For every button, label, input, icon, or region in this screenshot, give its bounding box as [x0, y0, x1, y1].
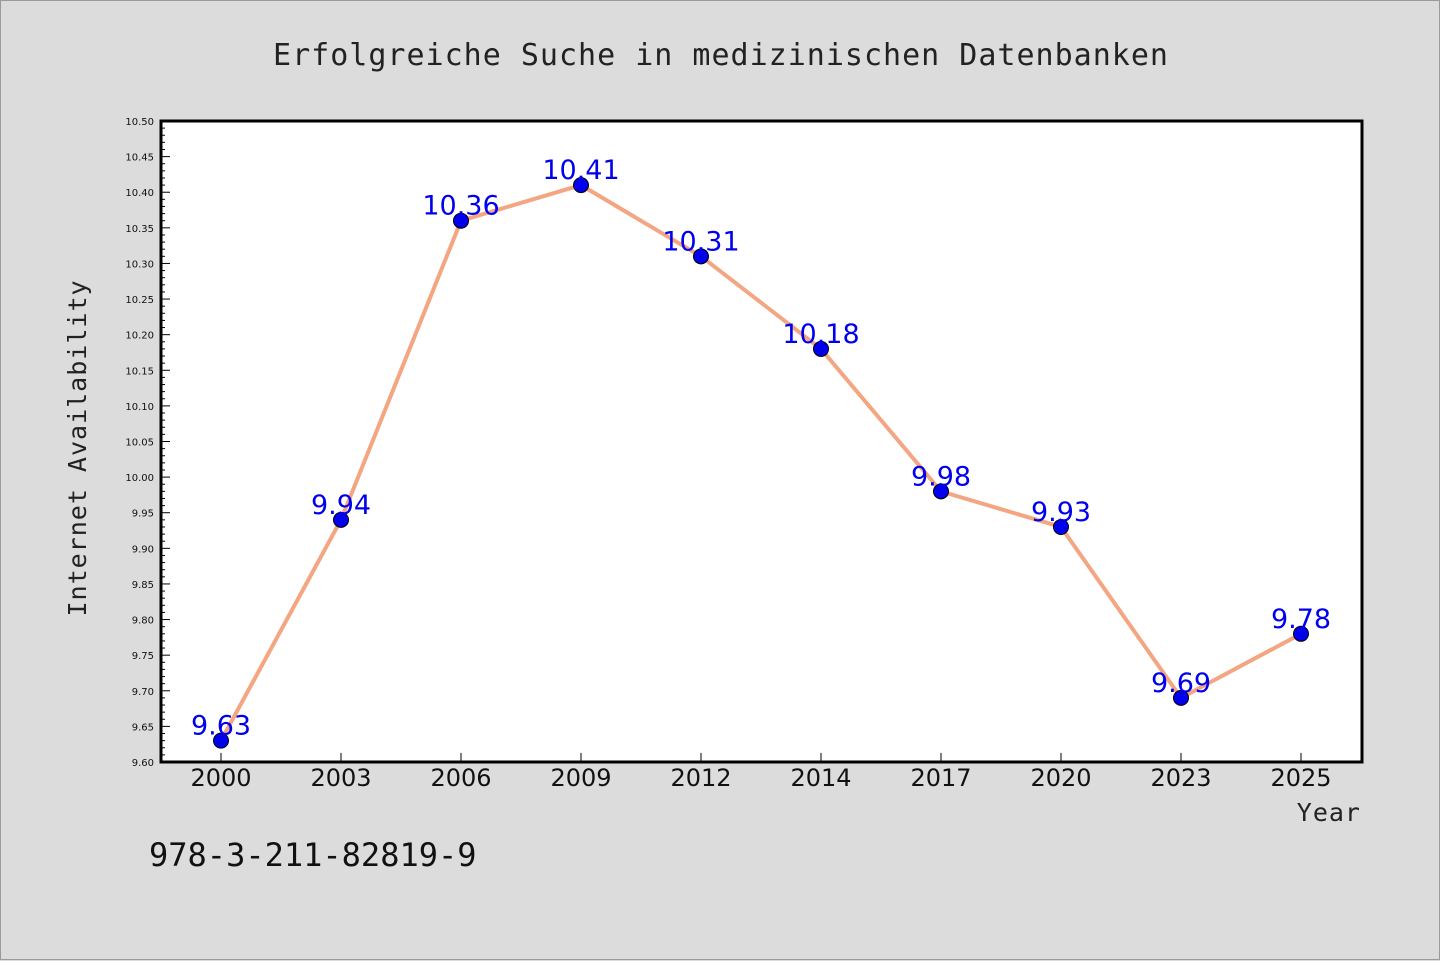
y-tick-label: 10.30	[125, 259, 154, 270]
data-label: 9.69	[1151, 668, 1211, 699]
data-label: 9.93	[1031, 497, 1091, 528]
data-label: 10.36	[422, 191, 499, 222]
data-point	[573, 177, 589, 194]
y-tick-label: 10.05	[125, 438, 154, 449]
y-tick-label: 10.10	[125, 402, 154, 413]
x-tick-label: 2025	[1270, 764, 1331, 792]
data-point	[333, 511, 349, 528]
y-axis: 9.60 9.65 9.70 9.75 9.80 9.85 9.90 9.95 10.00 10.…	[125, 117, 170, 769]
data-label: 10.31	[662, 226, 739, 257]
data-label: 9.78	[1271, 604, 1331, 635]
x-tick-label: 2020	[1030, 764, 1091, 792]
x-tick-label: 2000	[190, 764, 251, 792]
data-point	[453, 212, 469, 229]
data-point	[693, 248, 709, 265]
data-point	[1293, 625, 1309, 642]
data-label: 10.41	[542, 155, 619, 186]
x-tick-label: 2012	[670, 764, 731, 792]
y-tick-label: 9.65	[132, 722, 154, 733]
y-axis-label: Internet Availability	[63, 279, 92, 616]
x-tick-label: 2023	[1150, 764, 1211, 792]
isbn-annotation: 978-3-211-82819-9	[149, 836, 477, 874]
data-label: 9.94	[311, 490, 371, 521]
series-group: 9.63 9.94 10.36 10.41 10.31 10.18 9.98 9.93 9.69…	[191, 155, 1331, 749]
y-tick-label: 10.20	[125, 331, 154, 342]
y-tick-label: 9.90	[132, 544, 154, 555]
y-tick-label: 10.00	[125, 473, 154, 484]
x-tick-label: 2014	[790, 764, 851, 792]
y-tick-label: 9.80	[132, 616, 154, 627]
y-tick-label: 9.60	[132, 758, 154, 769]
data-label: 9.63	[191, 711, 251, 742]
x-tick-label: 2006	[430, 764, 491, 792]
data-point	[813, 340, 829, 357]
y-tick-label: 9.70	[132, 687, 154, 698]
x-tick-label: 2009	[550, 764, 611, 792]
data-label: 9.98	[911, 461, 971, 492]
x-axis-label: Year	[1297, 798, 1361, 827]
data-point	[933, 483, 949, 500]
y-tick-label: 10.25	[125, 295, 154, 306]
data-label: 10.18	[782, 319, 859, 350]
y-tick-label: 10.35	[125, 224, 154, 235]
data-point	[1053, 518, 1069, 535]
x-tick-label: 2017	[910, 764, 971, 792]
data-point	[1173, 689, 1189, 706]
y-tick-label: 10.40	[125, 188, 154, 199]
y-tick-label: 10.15	[125, 366, 154, 377]
y-tick-label: 9.95	[132, 509, 154, 520]
x-tick-label: 2003	[310, 764, 371, 792]
series-line	[219, 183, 1303, 743]
plot-area	[159, 119, 1364, 764]
chart-title: Erfolgreiche Suche in medizinischen Date…	[273, 38, 1169, 73]
y-tick-label: 10.45	[125, 153, 154, 164]
data-point	[213, 732, 229, 749]
x-axis: 2000 2003 2006 2009 2012 2014 2017 2020 2023 2025	[190, 753, 1332, 792]
y-tick-label: 9.85	[132, 580, 154, 591]
y-tick-label: 10.50	[125, 117, 154, 128]
y-tick-label: 9.75	[132, 651, 154, 662]
